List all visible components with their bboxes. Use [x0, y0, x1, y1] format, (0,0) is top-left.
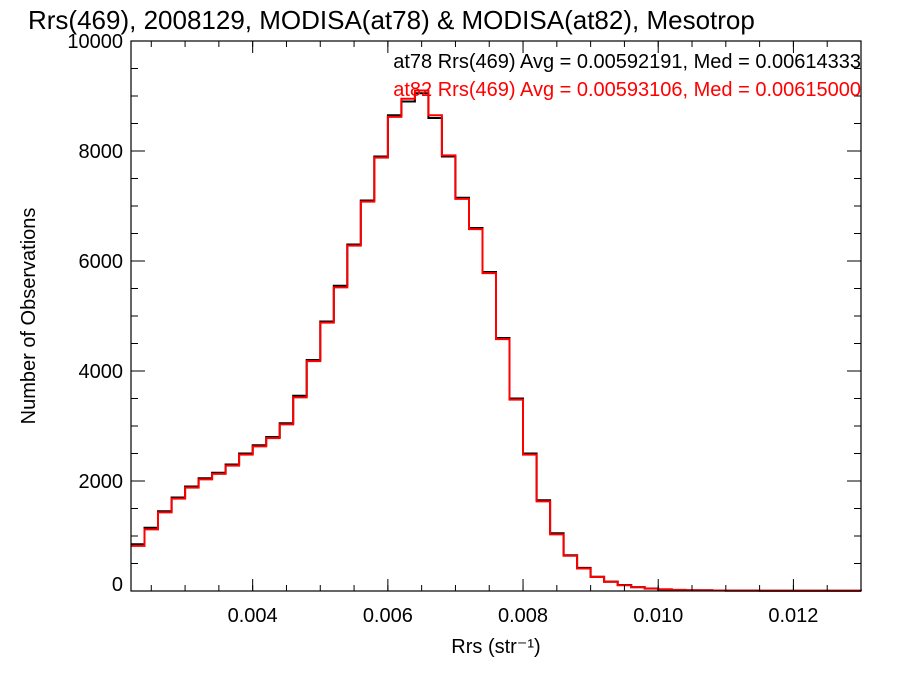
y-tick-label: 2000 — [79, 471, 124, 493]
y-axis-label: Number of Observations — [18, 208, 40, 425]
x-axis-label: Rrs (str⁻¹) — [451, 636, 540, 658]
x-tick-label: 0.012 — [768, 605, 818, 627]
y-tick-label: 0 — [112, 574, 123, 596]
y-tick-label: 8000 — [79, 141, 124, 163]
stats-annotation-at78: at78 Rrs(469) Avg = 0.00592191, Med = 0.… — [393, 51, 861, 73]
series-layer — [131, 89, 862, 592]
y-tick-label: 4000 — [79, 361, 124, 383]
series-at82-line — [131, 89, 862, 592]
x-tick-label: 0.008 — [498, 605, 548, 627]
chart-title: Rrs(469), 2008129, MODISA(at78) & MODISA… — [28, 5, 755, 35]
y-tick-label: 10000 — [67, 31, 123, 53]
tick-layer: 0.004 0.006 0.008 0.010 0.012 0 2000 4000 6000 80… — [67, 31, 862, 627]
stats-annotation-at82: at82 Rrs(469) Avg = 0.00593106, Med = 0.… — [393, 79, 861, 101]
x-tick-label: 0.006 — [363, 605, 413, 627]
x-tick-label: 0.010 — [633, 605, 683, 627]
x-tick-label: 0.004 — [228, 605, 278, 627]
series-at78-line — [131, 92, 861, 592]
y-tick-label: 6000 — [79, 251, 124, 273]
